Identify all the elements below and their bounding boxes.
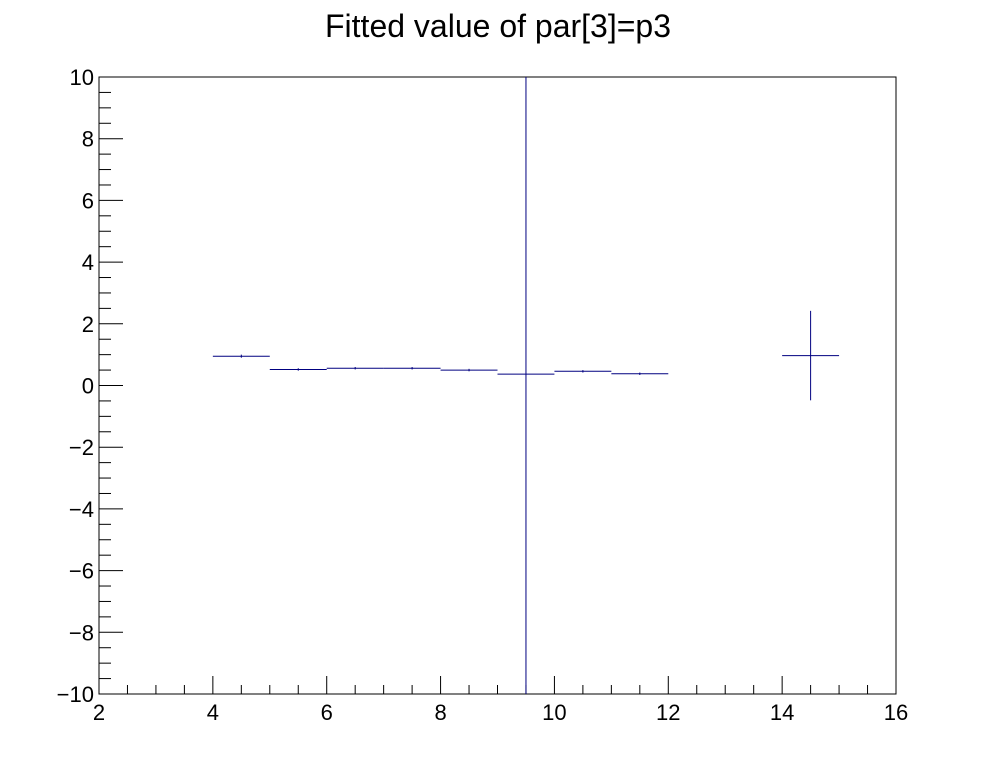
y-tick-label: −4 (69, 497, 94, 522)
chart-title: Fitted value of par[3]=p3 (325, 8, 671, 44)
x-tick-label: 12 (656, 700, 680, 725)
y-tick-label: 4 (82, 250, 94, 275)
y-tick-label: 0 (82, 374, 94, 399)
x-tick-label: 4 (207, 700, 219, 725)
x-tick-label: 14 (770, 700, 794, 725)
x-tick-label: 10 (542, 700, 566, 725)
data-point (440, 368, 498, 372)
data-point (212, 354, 270, 358)
data-points (212, 77, 840, 694)
plot-frame (98, 76, 897, 695)
data-point (383, 366, 441, 370)
y-tick-label: 2 (82, 312, 94, 337)
x-tick-label: 2 (93, 700, 105, 725)
x-tick-label: 8 (434, 700, 446, 725)
data-point (326, 366, 384, 370)
data-point (782, 310, 840, 401)
y-tick-label: 6 (82, 188, 94, 213)
y-tick-label: 8 (82, 127, 94, 152)
data-point (269, 368, 327, 371)
y-tick-label: −10 (57, 682, 94, 707)
y-tick-label: −2 (69, 435, 94, 460)
x-tick-label: 6 (321, 700, 333, 725)
y-tick-label: −8 (69, 620, 94, 645)
axis-ticks (98, 76, 897, 695)
data-point (611, 372, 669, 376)
axis-tick-labels: 2 4 6 8 10 12 14 16 −10 −8 −6 −4 −2 0 2 4 6 8 10 (57, 65, 909, 725)
y-tick-label: −6 (69, 559, 94, 584)
x-tick-label: 16 (884, 700, 908, 725)
y-tick-label: 10 (70, 65, 94, 90)
data-point (554, 370, 612, 373)
data-point (497, 77, 555, 694)
